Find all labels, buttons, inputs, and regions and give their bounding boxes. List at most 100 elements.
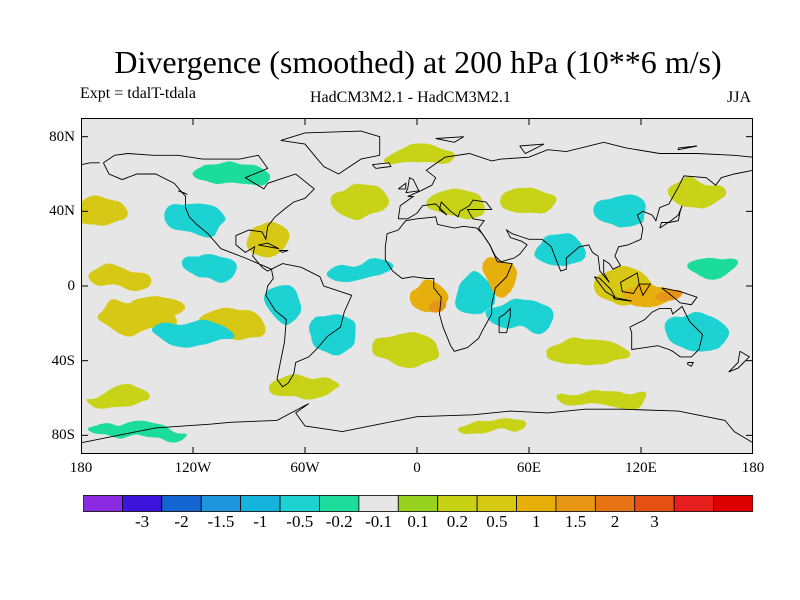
colorbar-swatch <box>240 495 281 512</box>
coastline <box>593 276 617 299</box>
colorbar-swatch <box>319 495 360 512</box>
map-panel <box>81 118 753 454</box>
coastline <box>728 350 751 373</box>
colorbar-swatch <box>713 495 753 512</box>
coastline <box>661 287 698 306</box>
latitude-tick-label: 80S <box>51 427 75 444</box>
colorbar-label: -0.5 <box>286 512 314 531</box>
colorbar-label: -3 <box>135 512 150 531</box>
latitude-tick-label: 0 <box>67 278 76 294</box>
colorbar-swatch <box>358 495 399 512</box>
colorbar-label: 1.5 <box>565 512 587 531</box>
colorbar <box>83 495 753 512</box>
axis-ticks <box>81 118 753 454</box>
divergence-anomaly <box>88 265 149 288</box>
model-label: HadCM3M2.1 - HadCM3M2.1 <box>310 89 511 106</box>
divergence-anomaly <box>530 233 584 264</box>
divergence-anomaly <box>166 205 227 236</box>
coastline <box>687 362 695 367</box>
longitude-tick-label: 60W <box>290 460 320 476</box>
colorbar-label: 1 <box>531 512 541 531</box>
colorbar-label: -1.5 <box>207 512 235 531</box>
divergence-anomaly <box>185 256 238 279</box>
divergence-anomaly <box>501 187 557 217</box>
divergence-anomaly <box>557 388 651 408</box>
plot-title: Divergence (smoothed) at 200 hPa (10**6 … <box>114 44 722 80</box>
coastline <box>258 242 280 250</box>
divergence-anomaly <box>84 388 152 408</box>
map-border <box>81 118 753 454</box>
season-label: JJA <box>727 89 752 106</box>
longitude-tick-label: 180 <box>69 460 93 476</box>
coastline <box>638 283 652 297</box>
coastlines <box>81 130 753 444</box>
divergence-anomaly <box>374 336 442 367</box>
coastline <box>177 190 188 195</box>
colorbar-label: 0.2 <box>446 512 469 531</box>
colorbar-swatch <box>279 495 320 512</box>
longitude-tick-label: 0 <box>413 460 421 476</box>
colorbar-swatch <box>555 495 596 512</box>
colorbar-label: -2 <box>174 512 189 531</box>
colorbar-swatch <box>122 495 163 512</box>
colorbar-label: 0.5 <box>486 512 508 531</box>
divergence-anomaly <box>689 256 742 279</box>
divergence-anomaly <box>155 319 231 346</box>
coastline <box>629 305 704 358</box>
colorbar-label: 3 <box>650 512 659 531</box>
divergence-anomaly <box>667 314 727 352</box>
coastline <box>81 162 100 166</box>
coastline <box>265 263 353 388</box>
divergence-anomaly <box>379 144 455 167</box>
coastline <box>612 296 632 302</box>
divergence-anomaly <box>99 302 175 333</box>
divergence-anomaly <box>654 287 684 303</box>
colorbar-label: -0.2 <box>325 512 353 531</box>
coastline <box>397 141 753 219</box>
colorbar-label: 2 <box>610 512 620 531</box>
coastline <box>280 130 381 175</box>
coastline <box>659 205 683 229</box>
divergence-anomaly <box>271 286 302 324</box>
longitude-tick-label: 120E <box>625 460 657 476</box>
latitude-tick-label: 40S <box>51 352 75 369</box>
latitude-tick-label: 80N <box>49 128 75 145</box>
colorbar-swatch <box>634 495 675 512</box>
divergence-anomaly <box>669 177 725 208</box>
coastline <box>498 307 511 334</box>
map-svg <box>81 118 753 454</box>
divergence-anomaly <box>331 187 391 217</box>
coastline <box>677 145 698 151</box>
latitude-tick-label: 40N <box>49 203 75 220</box>
colorbar-swatch <box>476 495 517 512</box>
colorbar-label: 0.1 <box>407 512 429 531</box>
experiment-label: Expt = tdalT-tdala <box>80 85 196 102</box>
coastline <box>405 177 420 194</box>
divergence-anomaly <box>486 258 516 296</box>
colorbar-swatch <box>397 495 439 512</box>
longitude-tick-label: 120W <box>174 460 212 476</box>
divergence-anomaly <box>193 162 268 186</box>
coastline <box>398 182 407 190</box>
coastline <box>620 272 640 294</box>
colorbar-label: -0.1 <box>365 512 393 531</box>
divergence-anomaly <box>426 297 445 313</box>
colorbar-swatch <box>673 495 714 512</box>
colorbar-swatch <box>161 495 202 512</box>
colorbar-swatch <box>437 495 478 512</box>
colorbar-swatch <box>516 495 557 512</box>
longitude-tick-label: 60E <box>516 460 542 476</box>
divergence-anomaly <box>454 272 492 318</box>
coastline <box>371 162 392 169</box>
divergence-anomaly <box>486 299 554 329</box>
coastline <box>398 169 753 283</box>
divergence-anomaly <box>81 196 126 227</box>
coastline <box>102 153 315 272</box>
colorbar-swatch <box>83 495 123 512</box>
colorbar-label: -1 <box>253 512 268 531</box>
longitude-tick-label: 180 <box>741 460 765 476</box>
divergence-anomaly <box>543 336 627 367</box>
coastline <box>519 143 545 155</box>
divergence-anomaly <box>426 187 483 217</box>
divergence-anomaly <box>454 418 529 434</box>
